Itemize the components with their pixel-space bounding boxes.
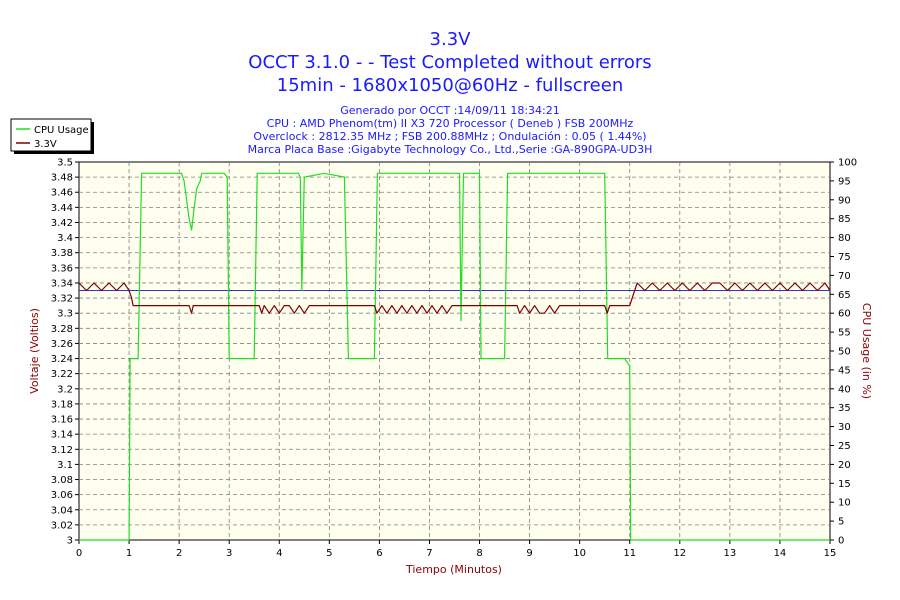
y-right-tick-label: 95 [838,176,851,187]
y-right-tick-label: 45 [838,365,851,376]
y-left-tick-label: 3.06 [51,490,73,501]
y-left-tick-label: 3.16 [51,415,73,426]
y-right-tick-label: 35 [838,403,851,414]
y-axis-right-label: CPU Usage (in %) [860,303,873,399]
x-tick-label: 11 [623,548,636,559]
x-tick-label: 4 [276,548,282,559]
y-left-tick-label: 3.12 [51,445,73,456]
info-line-4: Marca Placa Base :Gigabyte Technology Co… [248,143,653,156]
x-tick-label: 10 [573,548,586,559]
x-tick-label: 9 [526,548,532,559]
y-right-tick-label: 10 [838,498,851,509]
legend-label-cpu: CPU Usage [34,125,89,136]
y-left-tick-label: 3.42 [51,218,73,229]
legend: CPU Usage 3.3V [10,118,94,154]
y-right-tick-label: 5 [838,517,844,528]
ticks: 0 1 2 3 4 5 6 7 8 9 10 11 12 13 14 1533.023.043.063.083… [51,158,857,560]
series-group [78,172,831,541]
series-line-cpu-usage [79,172,830,541]
y-left-tick-label: 3.04 [51,505,73,516]
y-left-tick-label: 3.22 [51,369,73,380]
y-left-tick-label: 3.38 [51,248,73,259]
y-left-tick-label: 3.2 [57,384,73,395]
grid [79,162,830,540]
y-left-tick-label: 3.1 [57,460,73,471]
x-tick-label: 13 [723,548,736,559]
y-left-tick-label: 3.34 [51,278,73,289]
info-line-1: Generado por OCCT :14/09/11 18:34:21 [340,104,559,117]
y-left-tick-label: 3.36 [51,263,73,274]
x-tick-label: 15 [824,548,837,559]
plot-area [78,161,831,541]
x-tick-label: 0 [76,548,82,559]
y-left-tick-label: 3.02 [51,520,73,531]
y-right-tick-label: 20 [838,460,851,471]
y-right-tick-label: 70 [838,271,851,282]
x-tick-label: 8 [476,548,482,559]
x-tick-label: 6 [376,548,382,559]
info-line-2: CPU : AMD Phenom(tm) II X3 720 Processor… [267,117,634,130]
y-right-tick-label: 75 [838,252,851,263]
y-left-tick-label: 3.26 [51,339,73,350]
y-left-tick-label: 3.3 [57,309,73,320]
y-left-tick-label: 3.46 [51,188,73,199]
y-right-tick-label: 25 [838,441,851,452]
y-right-tick-label: 30 [838,422,851,433]
y-left-tick-label: 3.14 [51,430,73,441]
y-left-tick-label: 3.08 [51,475,73,486]
y-right-tick-label: 100 [838,158,857,169]
y-right-tick-label: 55 [838,328,851,339]
y-left-tick-label: 3.48 [51,173,73,184]
y-right-tick-label: 60 [838,309,851,320]
y-right-tick-label: 0 [838,536,844,547]
y-right-tick-label: 50 [838,347,851,358]
y-axis-left-label: Voltaje (Voltios) [28,308,41,394]
info-line-3: Overclock : 2812.35 MHz ; FSB 200.88MHz … [253,130,646,143]
y-left-tick-label: 3.44 [51,203,73,214]
chart-subtitle-2: 15min - 1680x1050@60Hz - fullscreen [277,75,623,96]
x-axis-label: Tiempo (Minutos) [405,563,502,576]
y-right-tick-label: 40 [838,384,851,395]
legend-label-3v3: 3.3V [34,139,57,150]
series-line-3v3 [78,282,831,314]
y-right-tick-label: 65 [838,290,851,301]
y-left-tick-label: 3.24 [51,354,73,365]
y-left-tick-label: 3.32 [51,294,73,305]
x-tick-label: 3 [226,548,232,559]
chart-title: 3.3V [430,29,472,50]
x-tick-label: 5 [326,548,332,559]
chart-subtitle-1: OCCT 3.1.0 - - Test Completed without er… [248,52,651,73]
x-tick-label: 12 [673,548,686,559]
y-right-tick-label: 80 [838,233,851,244]
y-right-tick-label: 90 [838,195,851,206]
y-left-tick-label: 3.5 [57,158,73,169]
x-tick-label: 14 [774,548,787,559]
y-right-tick-label: 15 [838,479,851,490]
x-tick-label: 7 [426,548,432,559]
y-left-tick-label: 3.28 [51,324,73,335]
y-left-tick-label: 3.4 [57,233,73,244]
y-left-tick-label: 3.18 [51,399,73,410]
y-right-tick-label: 85 [838,214,851,225]
x-tick-label: 2 [176,548,182,559]
x-tick-label: 1 [126,548,132,559]
y-left-tick-label: 3 [67,536,73,547]
